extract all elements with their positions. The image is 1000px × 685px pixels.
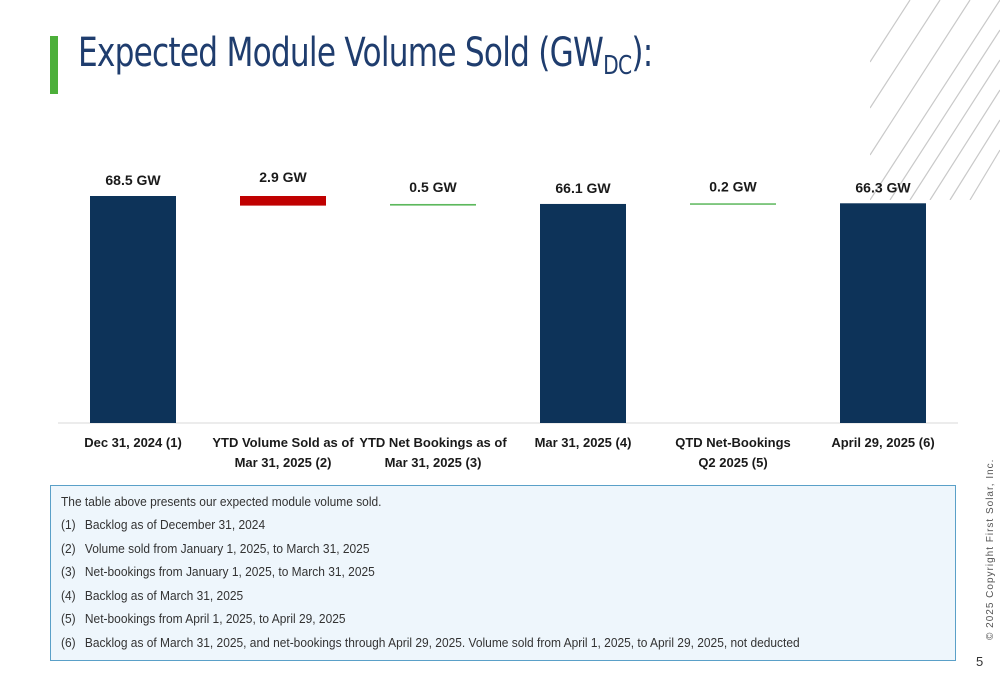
footnote-item: (2) Volume sold from January 1, 2025, to … xyxy=(61,540,370,556)
category-label: Dec 31, 2024 (1) xyxy=(84,435,182,450)
footnote-item: (6) Backlog as of March 31, 2025, and net… xyxy=(61,634,800,650)
footnotes-box: The table above presents our expected mo… xyxy=(50,485,956,661)
decorative-hatch xyxy=(870,0,1000,200)
bar-total xyxy=(540,203,626,423)
footnote-item: (3) Net-bookings from January 1, 2025, to… xyxy=(61,564,375,579)
category-label: YTD Net Bookings as of Mar 31, 2025 (3) xyxy=(359,435,507,470)
bar-data-label: 66.3 GW xyxy=(855,179,911,195)
page-number: 5 xyxy=(976,654,984,669)
category-label: Mar 31, 2025 (4) xyxy=(535,435,632,450)
category-label: QTD Net-Bookings Q2 2025 (5) xyxy=(675,435,791,470)
footnote-item: (1) Backlog as of December 31, 2024 xyxy=(61,517,266,532)
footnote-item: (5) Net-bookings from April 1, 2025, to A… xyxy=(61,611,346,626)
waterfall-chart: 68.5 GW Dec 31, 2024 (1) 2.9 GW YTD Volume … xyxy=(58,169,958,470)
page-title: Expected Module Volume Sold (GWDC): xyxy=(78,30,653,81)
bar-increase xyxy=(390,203,476,206)
bar-data-label: 68.5 GW xyxy=(105,172,161,188)
category-label: YTD Volume Sold as of Mar 31, 2025 (2) xyxy=(212,435,354,470)
bar-increase xyxy=(690,203,776,205)
category-label: April 29, 2025 (6) xyxy=(831,435,934,450)
bar-total xyxy=(90,196,176,423)
footnotes-intro: The table above presents our expected mo… xyxy=(61,494,382,509)
copyright-notice: © 2025 Copyright First Solar, Inc. xyxy=(985,458,996,640)
bar-data-label: 0.5 GW xyxy=(409,179,457,195)
bar-data-label: 2.9 GW xyxy=(259,169,307,185)
bar-decrease xyxy=(240,196,326,206)
bar-total xyxy=(840,203,926,423)
footnote-list: (1) Backlog as of December 31, 2024 (2) Vo… xyxy=(61,517,864,658)
footnote-item: (4) Backlog as of March 31, 2025 xyxy=(61,587,244,603)
bar-data-label: 66.1 GW xyxy=(555,180,611,196)
title-accent-bar xyxy=(50,36,58,94)
bar-data-label: 0.2 GW xyxy=(709,178,757,194)
